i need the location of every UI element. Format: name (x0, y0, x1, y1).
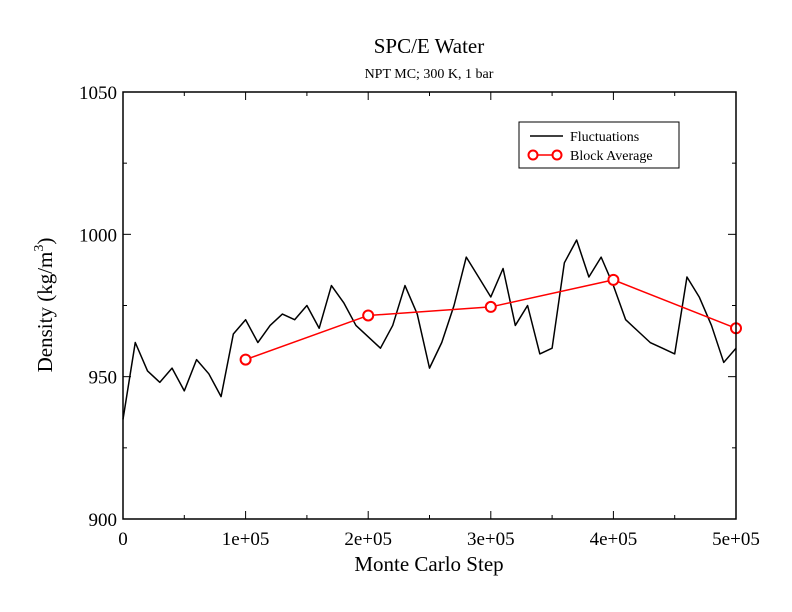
y-axis: 900 950 1000 1050 (79, 83, 736, 531)
legend-marker-block-average (551, 149, 563, 161)
y-tick-label: 950 (89, 368, 118, 389)
x-tick-label: 1e+05 (222, 529, 270, 550)
x-axis-label: Monte Carlo Step (354, 552, 503, 576)
y-axis-label-close: ) (33, 238, 57, 245)
y-tick-label: 1050 (79, 83, 117, 104)
y-axis-label-main: Density (kg/m (33, 252, 57, 373)
x-tick-label: 4e+05 (590, 529, 638, 550)
x-axis: 0 1e+05 2e+05 3e+05 4e+05 5e+05 (118, 92, 760, 550)
data-point-block-average (362, 309, 375, 322)
y-axis-label-group: Density (kg/m3) (32, 238, 57, 373)
chart-title: SPC/E Water (374, 34, 485, 58)
series-line-fluctuations (122, 239, 737, 420)
x-tick-label: 0 (118, 529, 128, 550)
y-tick-label: 1000 (79, 225, 117, 246)
x-tick-label: 5e+05 (712, 529, 760, 550)
chart-subtitle: NPT MC; 300 K, 1 bar (365, 67, 494, 82)
data-point-block-average (607, 273, 620, 286)
x-tick-label: 3e+05 (467, 529, 515, 550)
legend-box (518, 121, 680, 169)
y-axis-label: Density (kg/m3) (32, 238, 57, 373)
data-point-block-average (239, 353, 252, 366)
legend-marker-block-average (527, 149, 539, 161)
x-tick-label: 2e+05 (344, 529, 392, 550)
legend: Fluctuations Block Average (518, 121, 680, 169)
plot-area (122, 239, 742, 420)
legend-label-block-average: Block Average (570, 149, 653, 164)
y-axis-label-superscript: 3 (32, 245, 47, 252)
y-tick-label: 900 (89, 510, 118, 531)
legend-label-fluctuations: Fluctuations (570, 130, 639, 145)
data-point-block-average (484, 300, 497, 313)
